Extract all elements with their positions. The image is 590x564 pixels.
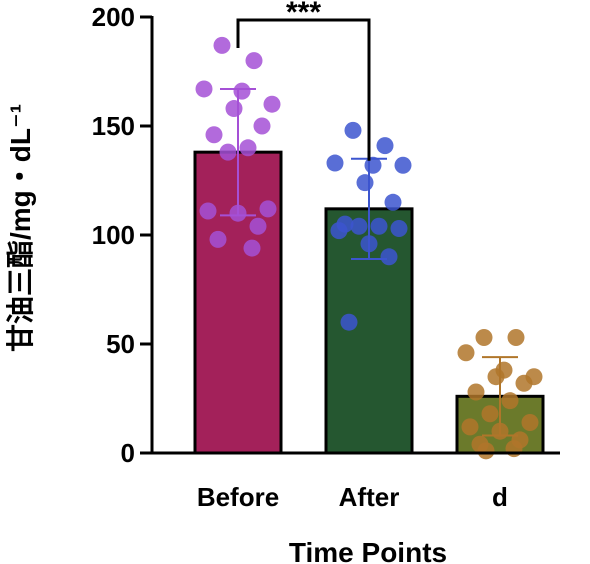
data-point <box>491 422 509 440</box>
x-tick-label-after: After <box>339 482 400 512</box>
data-point <box>376 137 394 155</box>
x-tick-label-d: d <box>492 482 508 512</box>
data-point <box>229 204 247 222</box>
data-point <box>253 117 271 135</box>
axes-layer: Before After d 0 50 100 150 200 <box>92 2 560 512</box>
significance-layer: *** <box>236 0 371 161</box>
data-point <box>213 36 231 54</box>
data-point <box>477 442 495 460</box>
data-point <box>507 328 525 346</box>
data-point <box>344 121 362 139</box>
data-point <box>360 235 378 253</box>
data-point <box>370 217 388 235</box>
data-point <box>249 217 267 235</box>
data-point <box>505 440 523 458</box>
data-point <box>515 374 533 392</box>
data-point <box>263 95 281 113</box>
y-axis-title: 甘油三酯/mg・dL⁻¹ <box>5 104 36 352</box>
data-point <box>501 392 519 410</box>
data-point <box>225 100 243 118</box>
data-points-layer <box>195 36 543 460</box>
data-point <box>475 328 493 346</box>
data-point <box>209 230 227 248</box>
data-point <box>364 156 382 174</box>
data-point <box>259 200 277 218</box>
data-point <box>380 248 398 266</box>
data-point <box>457 344 475 362</box>
data-point <box>245 52 263 70</box>
x-tick-label-before: Before <box>197 482 279 512</box>
data-point <box>195 80 213 98</box>
data-point <box>326 154 344 172</box>
data-point <box>487 368 505 386</box>
data-point <box>350 217 368 235</box>
data-point <box>330 222 348 240</box>
y-tick-label: 50 <box>106 329 135 359</box>
data-point <box>233 82 251 100</box>
data-point <box>384 193 402 211</box>
data-point <box>199 202 217 220</box>
y-tick-label: 0 <box>121 438 135 468</box>
data-point <box>461 418 479 436</box>
y-tick-label: 150 <box>92 111 135 141</box>
data-point <box>521 413 539 431</box>
y-tick-label: 100 <box>92 220 135 250</box>
data-point <box>467 383 485 401</box>
data-point <box>340 313 358 331</box>
data-point <box>243 239 261 257</box>
data-point <box>481 405 499 423</box>
significance-label: *** <box>286 0 321 29</box>
data-point <box>394 156 412 174</box>
data-point <box>205 126 223 144</box>
x-axis-title: Time Points <box>289 537 447 564</box>
data-point <box>239 139 257 157</box>
data-point <box>390 219 408 237</box>
data-point <box>356 174 374 192</box>
significance-bracket <box>236 18 371 161</box>
data-point <box>219 143 237 161</box>
y-tick-label: 200 <box>92 2 135 32</box>
